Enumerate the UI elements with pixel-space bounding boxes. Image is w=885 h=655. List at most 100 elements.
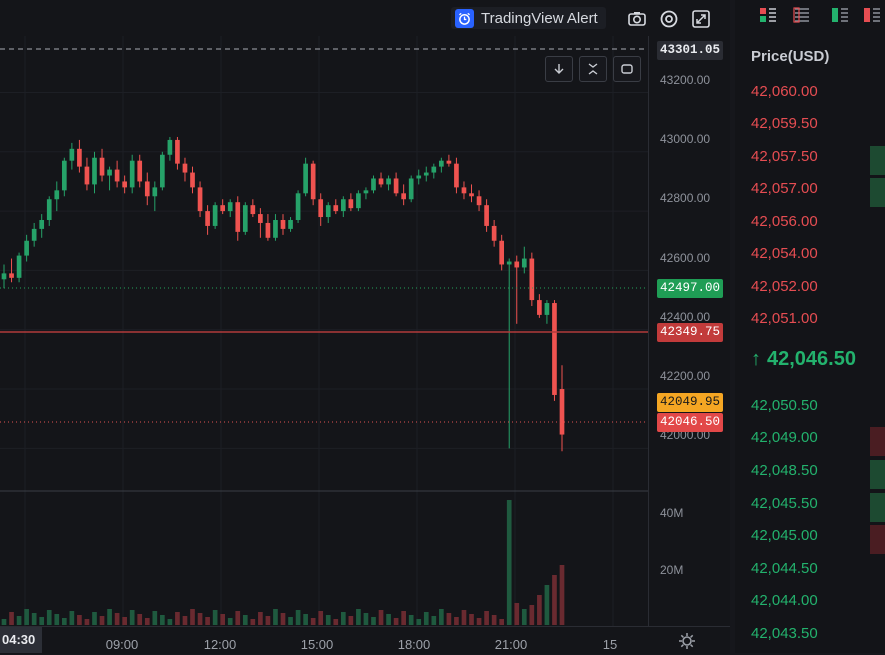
candlestick-chart[interactable] xyxy=(0,0,648,626)
price-tick: 42200.00 xyxy=(660,369,711,383)
volume-bar xyxy=(333,619,339,625)
ask-price: 42,060.00 xyxy=(751,83,818,100)
volume-bar xyxy=(167,619,173,625)
volume-bar xyxy=(544,585,550,625)
candle-body xyxy=(31,228,37,241)
time-tick: 21:00 xyxy=(494,637,528,652)
candle-body xyxy=(152,187,158,197)
volume-bar xyxy=(356,609,361,625)
ask-row[interactable]: 42,051.00 xyxy=(735,304,885,336)
candle-body xyxy=(484,205,489,226)
bid-price: 42,044.50 xyxy=(751,560,818,577)
time-axis[interactable]: 09:00 12:00 15:00 18:00 21:00 15 xyxy=(0,626,730,654)
candle-body xyxy=(333,205,339,212)
volume-bar xyxy=(393,618,399,625)
bid-row[interactable]: 42,045.50 xyxy=(735,489,885,522)
volume-bar xyxy=(9,612,14,625)
order-book: Price(USD) 42,060.00 42,059.50 42,057.50… xyxy=(735,0,885,653)
depth-bar xyxy=(870,146,885,175)
time-tick: 09:00 xyxy=(105,637,139,652)
volume-bar xyxy=(39,617,45,625)
volume-bar xyxy=(273,609,278,625)
settings-icon[interactable] xyxy=(658,8,680,30)
restore-button[interactable] xyxy=(613,56,641,82)
bid-row[interactable]: 42,044.50 xyxy=(735,554,885,586)
green-level-tag: 42497.00 xyxy=(657,279,723,298)
chart-panel[interactable]: TradingView Alert 43200.00 43000.00 4280… xyxy=(0,0,731,654)
volume-bar xyxy=(537,595,542,625)
candle-body xyxy=(476,196,482,206)
ask-row[interactable]: 42,056.00 xyxy=(735,207,885,239)
candle-body xyxy=(160,154,165,188)
ask-price: 42,051.00 xyxy=(751,310,818,327)
volume-bar xyxy=(386,614,391,625)
volume-bar xyxy=(280,613,286,625)
volume-bar xyxy=(31,613,37,625)
candle-body xyxy=(491,225,497,241)
candle-body xyxy=(423,172,429,176)
volume-bar xyxy=(416,619,422,625)
candle-body xyxy=(227,202,233,212)
tradingview-alert-button[interactable]: TradingView Alert xyxy=(451,7,606,29)
camera-icon[interactable] xyxy=(626,8,648,30)
scroll-to-latest-button[interactable] xyxy=(545,56,573,82)
ask-row[interactable]: 42,054.00 xyxy=(735,239,885,271)
depth-bar xyxy=(870,493,885,522)
ask-price: 42,056.00 xyxy=(751,213,818,230)
arrow-down-icon xyxy=(554,64,564,74)
book-layout-icon[interactable] xyxy=(793,6,811,24)
volume-bar xyxy=(235,611,241,625)
depth-bar xyxy=(870,178,885,207)
crosshair-price-label: 43301.05 xyxy=(657,41,723,60)
ask-row[interactable]: 42,057.00 xyxy=(735,174,885,207)
time-tick: 18:00 xyxy=(397,637,431,652)
gear-icon[interactable] xyxy=(678,632,696,655)
bid-price: 42,045.00 xyxy=(751,527,818,544)
bid-row[interactable]: 42,043.50 xyxy=(735,619,885,651)
volume-bar xyxy=(212,610,218,625)
candle-body xyxy=(529,258,535,301)
volume-bar xyxy=(401,611,406,625)
tradingview-alert-label: TradingView Alert xyxy=(481,9,598,27)
volume-bar xyxy=(514,603,520,625)
candle-body xyxy=(446,160,452,164)
volume-bar xyxy=(197,613,203,625)
book-both-sides-icon[interactable] xyxy=(759,6,777,24)
bid-row[interactable]: 42,050.50 xyxy=(735,391,885,423)
book-bids-icon[interactable] xyxy=(831,6,849,24)
volume-bar xyxy=(288,617,293,625)
ask-row[interactable]: 42,052.00 xyxy=(735,272,885,304)
bid-row[interactable]: 42,044.00 xyxy=(735,586,885,618)
candle-body xyxy=(258,214,263,223)
bid-row[interactable]: 42,049.00 xyxy=(735,423,885,456)
ask-row[interactable]: 42,059.50 xyxy=(735,109,885,141)
fullscreen-icon[interactable] xyxy=(690,8,712,30)
candle-body xyxy=(340,199,346,212)
candle-body xyxy=(212,205,218,226)
price-axis[interactable] xyxy=(648,36,731,626)
candle-body xyxy=(280,220,286,229)
collapse-button[interactable] xyxy=(579,56,607,82)
volume-bar xyxy=(318,611,324,625)
volume-tick: 20M xyxy=(660,563,684,577)
time-tick: 12:00 xyxy=(203,637,237,652)
last-price: ↑ 42,046.50 xyxy=(751,348,856,371)
candle-body xyxy=(77,148,82,167)
ask-row[interactable]: 42,057.50 xyxy=(735,142,885,175)
candle-body xyxy=(393,178,399,194)
volume-bar xyxy=(363,613,369,625)
volume-bar xyxy=(348,616,354,625)
volume-bar xyxy=(446,613,452,625)
bid-row[interactable]: 42,045.00 xyxy=(735,521,885,554)
candle-body xyxy=(416,175,422,179)
bid-price: 42,043.50 xyxy=(751,625,818,642)
bid-row[interactable]: 42,048.50 xyxy=(735,456,885,489)
ask-row[interactable]: 42,060.00 xyxy=(735,77,885,109)
volume-bar xyxy=(190,609,195,625)
candle-body xyxy=(24,240,29,256)
volume-bar xyxy=(107,609,112,625)
candle-body xyxy=(461,187,467,194)
candle-body xyxy=(499,240,505,265)
book-asks-icon[interactable] xyxy=(863,6,881,24)
volume-bar xyxy=(16,616,22,625)
